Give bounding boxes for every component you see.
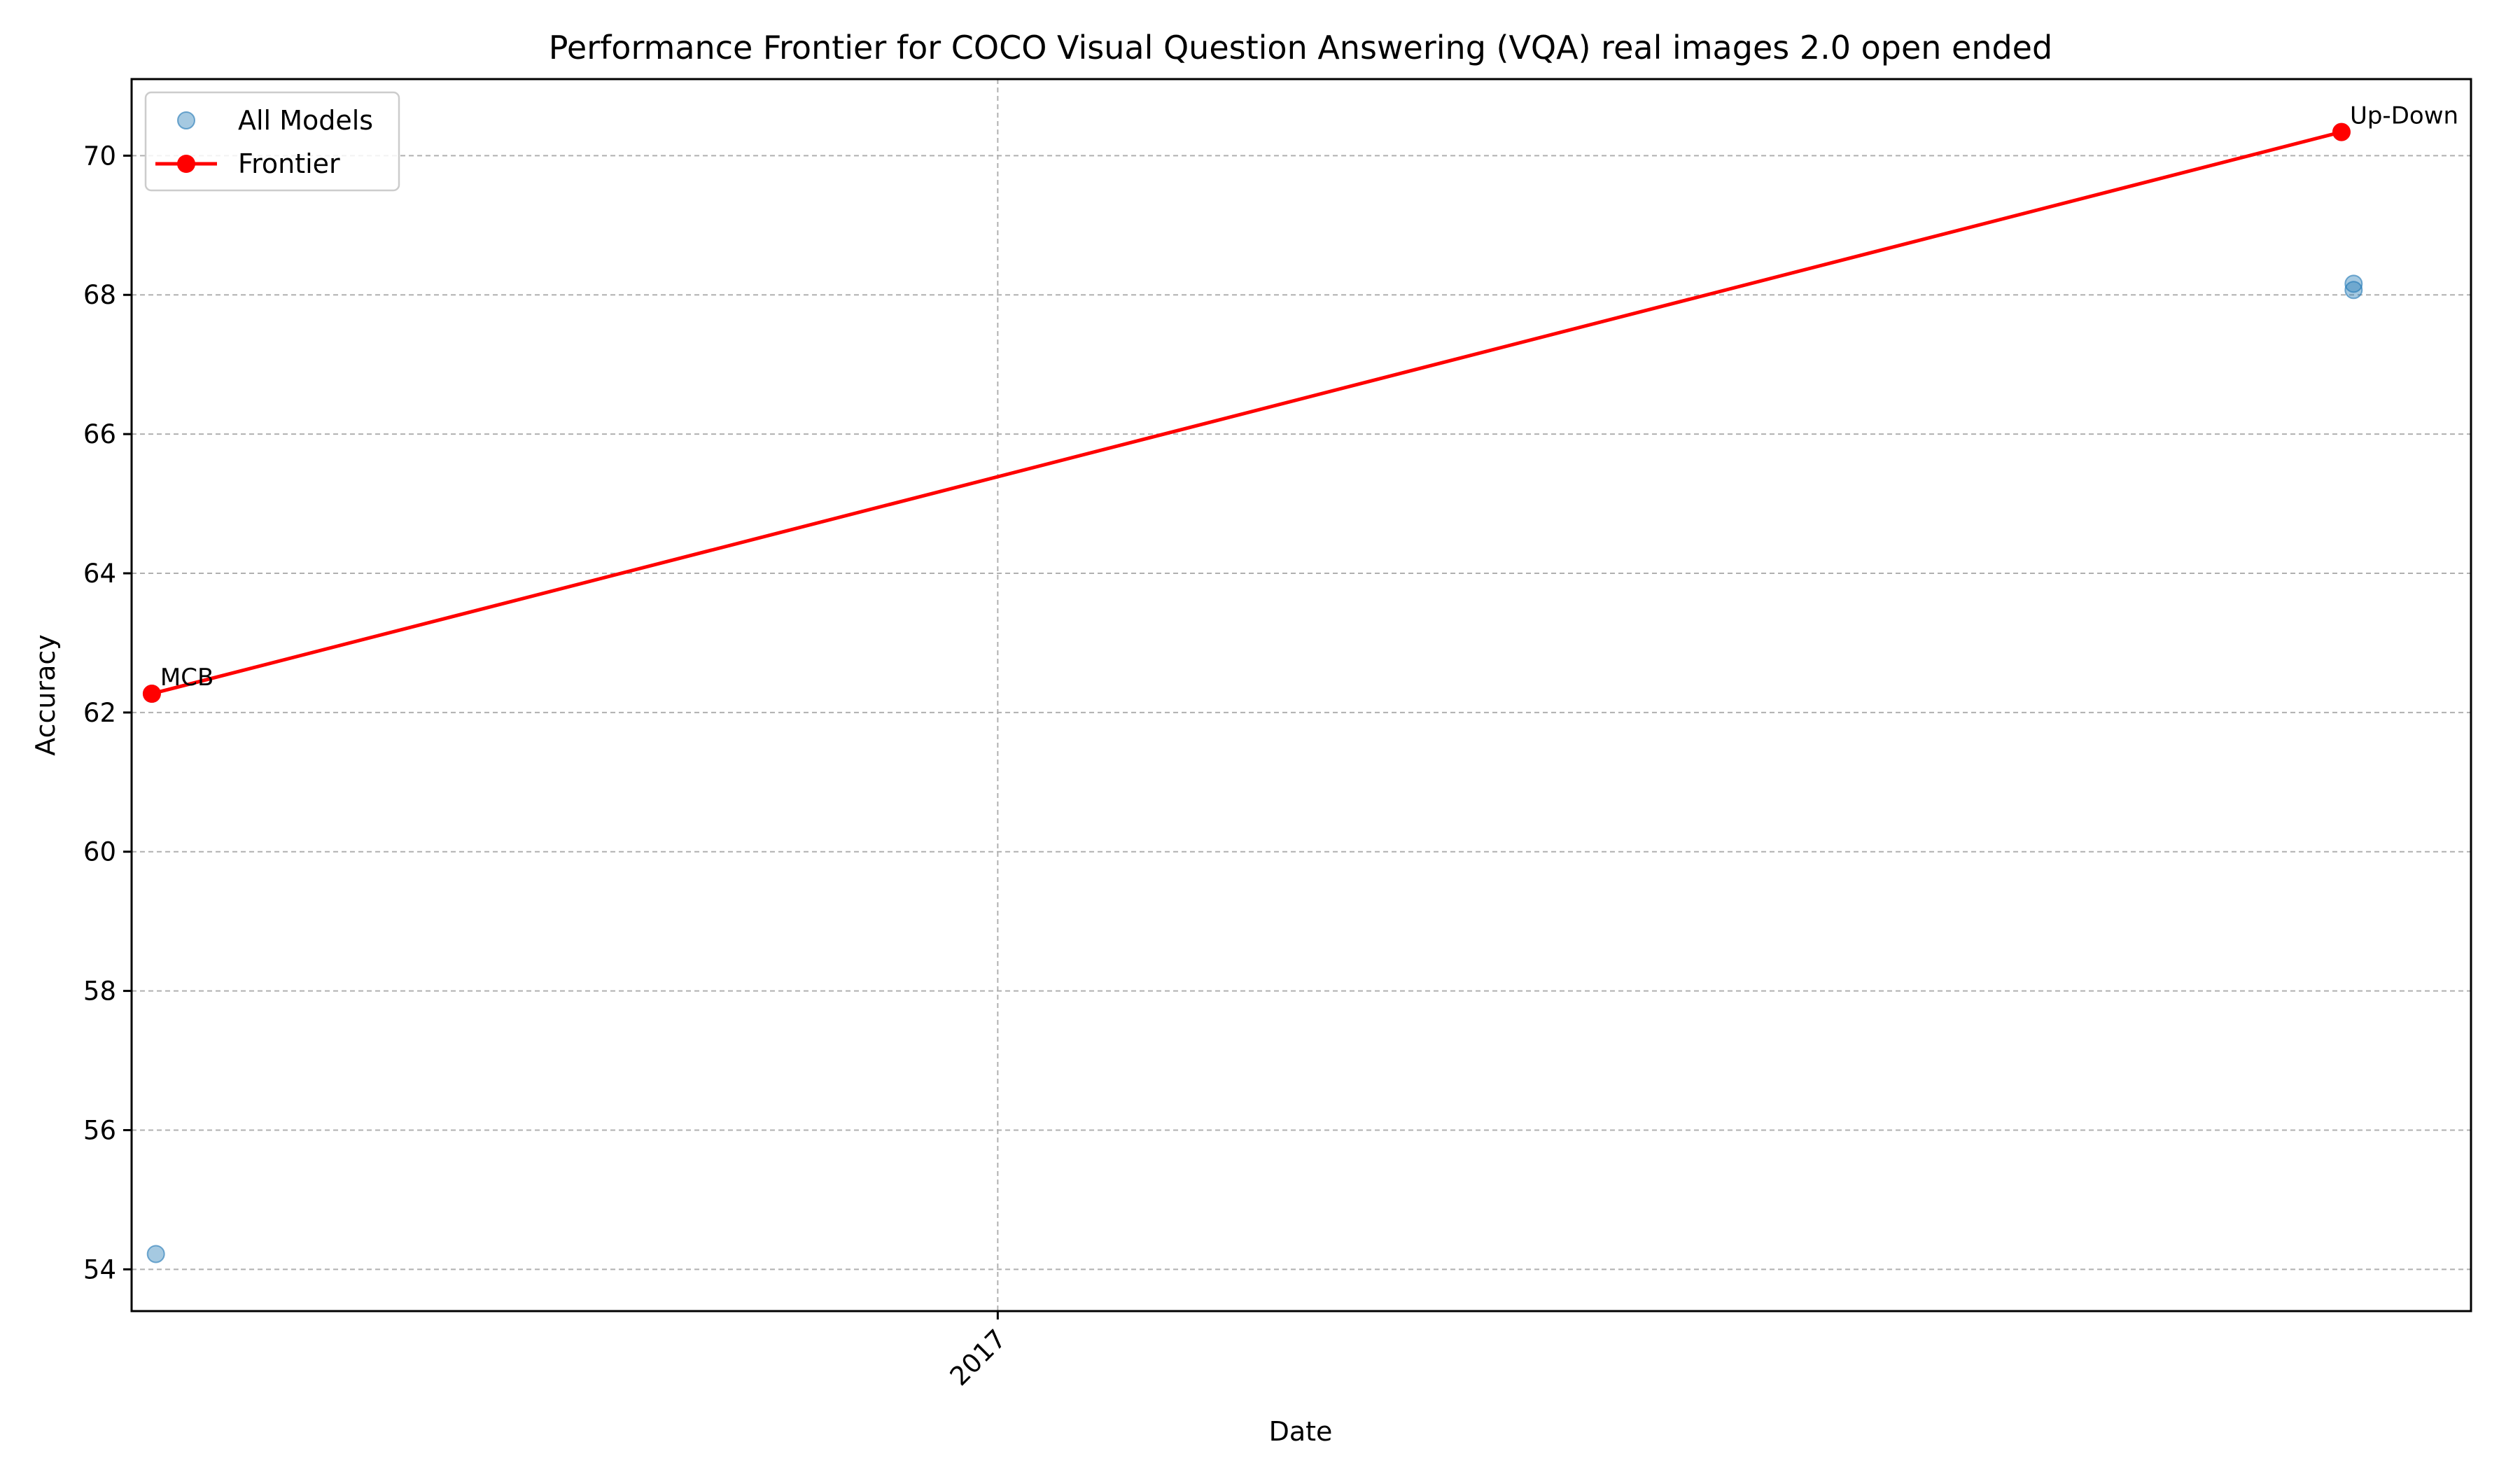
frontier-point-label: Up-Down [2350,102,2458,130]
y-tick-label: 66 [83,419,116,449]
x-axis-label: Date [1269,1416,1333,1447]
legend-marker-frontier [177,155,195,173]
scatter-point [146,1245,165,1264]
frontier-point [2332,122,2351,141]
legend-label-all-models: All Models [238,105,373,136]
y-tick-label: 64 [83,559,116,589]
chart-title: Performance Frontier for COCO Visual Que… [549,29,2052,66]
axis-ticks: 54 56 58 60 62 64 66 68 70 2017 [83,141,1012,1392]
legend-box [144,91,400,192]
point-annotations: MCB Up-Down [160,102,2458,692]
plot-series [142,122,2363,1264]
grid-lines [132,79,2471,1311]
legend-marker-all-models [177,111,195,130]
y-axis-label: Accuracy [30,634,61,756]
y-tick-label: 58 [83,976,116,1007]
y-tick-label: 60 [83,837,116,867]
x-tick-label: 2017 [944,1324,1012,1392]
legend: All Models Frontier [144,91,400,192]
scatter-point [2344,281,2363,300]
plot-frame [130,78,2472,1312]
y-tick-label: 54 [83,1254,116,1284]
scatter-point [2344,274,2363,293]
y-tick-label: 62 [83,698,116,728]
y-tick-label: 70 [83,141,116,171]
frontier-line [151,130,2342,696]
frontier-point [142,685,161,704]
y-tick-label: 56 [83,1115,116,1145]
y-tick-label: 68 [83,280,116,310]
legend-label-frontier: Frontier [238,148,340,179]
frontier-point-label: MCB [160,664,214,692]
